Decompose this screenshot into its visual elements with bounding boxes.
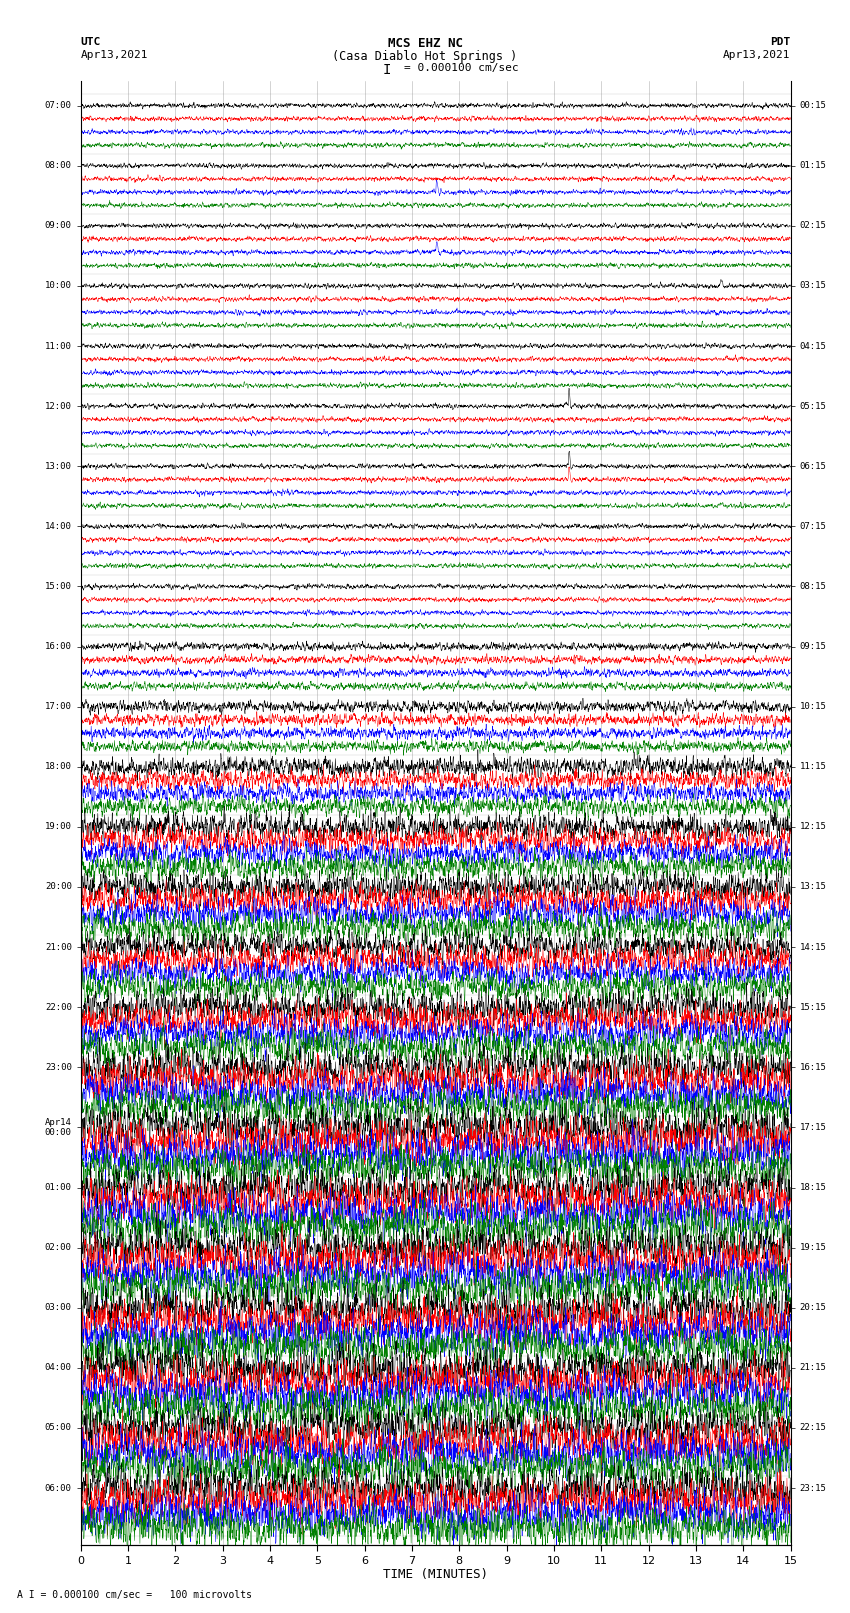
Text: Apr13,2021: Apr13,2021 xyxy=(81,50,148,60)
Text: A I = 0.000100 cm/sec =   100 microvolts: A I = 0.000100 cm/sec = 100 microvolts xyxy=(17,1590,252,1600)
Text: PDT: PDT xyxy=(770,37,790,47)
Text: = 0.000100 cm/sec: = 0.000100 cm/sec xyxy=(404,63,518,73)
X-axis label: TIME (MINUTES): TIME (MINUTES) xyxy=(383,1568,488,1581)
Text: I: I xyxy=(382,63,391,77)
Text: MCS EHZ NC: MCS EHZ NC xyxy=(388,37,462,50)
Text: (Casa Diablo Hot Springs ): (Casa Diablo Hot Springs ) xyxy=(332,50,518,63)
Text: UTC: UTC xyxy=(81,37,101,47)
Text: Apr13,2021: Apr13,2021 xyxy=(723,50,791,60)
